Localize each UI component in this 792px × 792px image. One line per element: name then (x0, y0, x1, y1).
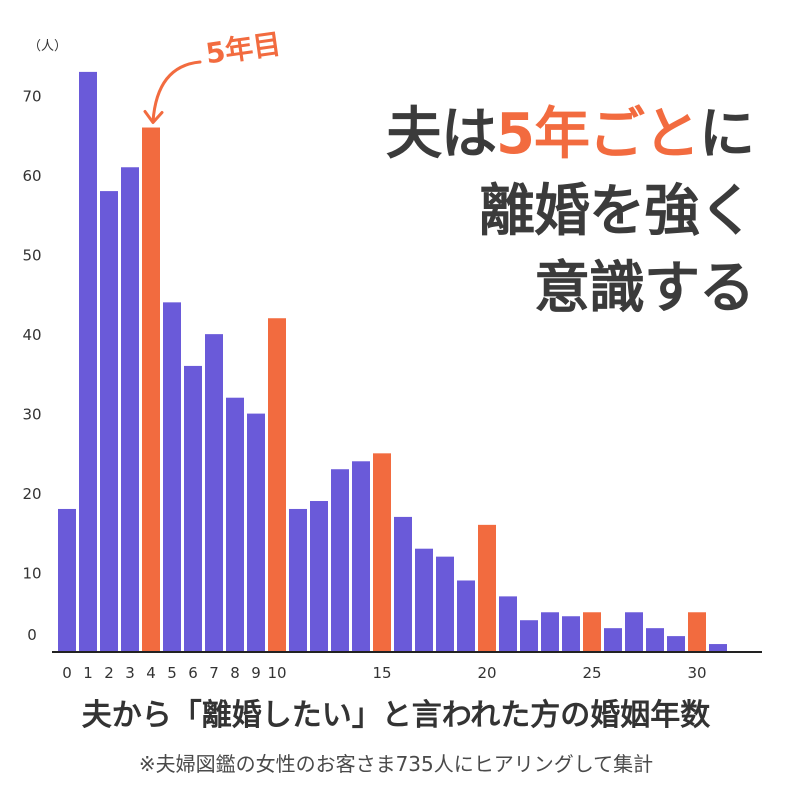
bar-year-17 (415, 548, 433, 652)
headline-line-1: 夫は5年ごとに (386, 96, 755, 173)
bar-year-29 (667, 636, 685, 652)
bar-year-22 (520, 620, 538, 652)
x-tick-label-4: 4 (146, 664, 156, 680)
x-tick-label-1: 1 (83, 664, 93, 680)
bar-year-10 (268, 318, 286, 652)
bar-year-13 (331, 469, 349, 652)
bar-year-1 (79, 71, 97, 653)
x-tick-label-20: 20 (477, 664, 496, 680)
bar-year-4 (142, 127, 160, 652)
bar-year-19 (457, 580, 475, 652)
footnote: ※夫婦図鑑の女性のお客さま735人にヒアリングして集計 (138, 752, 654, 776)
bar-year-3 (121, 167, 139, 652)
headline-line-1-pre: 夫は (386, 102, 497, 167)
x-tick-label-2: 2 (104, 664, 114, 680)
bar-year-15 (373, 453, 391, 652)
bar-year-14 (352, 461, 370, 652)
bar-year-11 (289, 508, 307, 652)
bar-year-21 (499, 596, 517, 652)
bar-year-9 (247, 413, 265, 652)
bar-year-8 (226, 397, 244, 652)
y-tick-label-70: 70 (22, 88, 41, 106)
headline: 夫は5年ごとに 離婚を強く 意識する (386, 96, 755, 327)
chart-subtitle: 夫から「離婚したい」と言われた方の婚姻年数 (81, 698, 711, 733)
bar-year-5 (163, 302, 181, 652)
annotation-arrowhead (143, 110, 164, 125)
y-axis: 0 10 20 30 40 50 60 70 (22, 88, 41, 644)
x-tick-label-7: 7 (209, 664, 219, 680)
headline-line-1-post: に (699, 102, 755, 167)
y-tick-label-50: 50 (22, 247, 41, 265)
y-tick-label-10: 10 (22, 565, 41, 583)
bar-year-18 (436, 556, 454, 652)
y-tick-label-30: 30 (22, 406, 41, 424)
x-tick-label-25: 25 (582, 664, 601, 680)
x-tick-label-0: 0 (62, 664, 72, 680)
bar-year-26 (604, 628, 622, 652)
x-tick-label-3: 3 (125, 664, 135, 680)
x-tick-label-15: 15 (372, 664, 391, 680)
y-tick-label-60: 60 (22, 167, 41, 185)
y-tick-label-0: 0 (27, 626, 37, 644)
x-tick-label-8: 8 (230, 664, 240, 680)
x-tick-label-9: 9 (251, 664, 261, 680)
bar-year-24 (562, 616, 580, 652)
annotation-label: 5年目 (204, 27, 283, 70)
bar-year-16 (394, 516, 412, 652)
bar-year-2 (100, 191, 118, 653)
bar-year-27 (625, 612, 643, 652)
headline-line-2: 離婚を強く (479, 179, 755, 244)
bar-year-28 (646, 628, 664, 652)
annotation-arrow (151, 60, 202, 124)
headline-line-3: 意識する (534, 256, 755, 321)
bar-year-6 (184, 365, 202, 652)
bar-year-30 (688, 612, 706, 652)
bar-year-23 (541, 612, 559, 652)
x-tick-label-10: 10 (267, 664, 286, 680)
bar-year-0 (58, 508, 76, 652)
bar-year-7 (205, 334, 223, 652)
y-tick-label-20: 20 (22, 485, 41, 503)
bar-year-25 (583, 612, 601, 652)
y-axis-unit-label: （人） (28, 39, 67, 54)
x-tick-label-30: 30 (687, 664, 706, 680)
headline-highlight: 5年ごと (496, 102, 700, 167)
bar-year-20 (478, 524, 496, 652)
y-tick-label-40: 40 (22, 326, 41, 344)
x-tick-label-5: 5 (167, 664, 177, 680)
bar-year-12 (310, 501, 328, 652)
x-axis: 0123456789101520253035 (62, 664, 706, 680)
bars-group (58, 71, 727, 653)
x-tick-label-6: 6 (188, 664, 198, 680)
bar-year-31 (709, 644, 727, 652)
